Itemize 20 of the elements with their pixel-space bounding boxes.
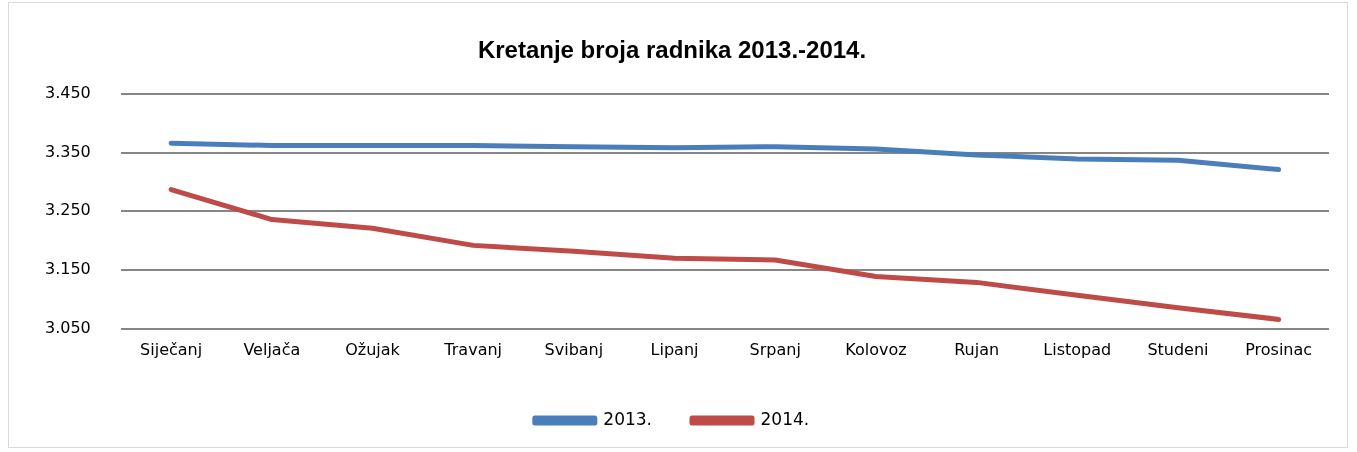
y-tick-label: 3.050 [44,317,91,337]
x-tick-label: Lipanj [650,339,699,359]
x-tick-label: Srpanj [749,339,801,359]
x-tick-label: Ožujak [345,339,401,359]
x-tick-label: Prosinac [1245,339,1313,359]
x-tick-label: Studeni [1147,339,1209,359]
y-tick-label: 3.150 [44,259,91,279]
x-tick-label: Siječanj [140,339,203,359]
y-tick-label: 3.250 [44,200,91,220]
x-tick-label: Svibanj [544,339,604,359]
y-tick-label: 3.350 [44,141,91,161]
x-tick-label: Kolovoz [845,339,907,359]
x-tick-label: Listopad [1043,339,1112,359]
legend-label: 2013. [603,408,652,429]
legend-label: 2014. [760,408,810,429]
chart-title: Kretanje broja radnika 2013.-2014. [477,36,867,64]
x-tick-label: Veljača [243,339,301,359]
x-tick-label: Rujan [954,339,1000,359]
x-tick-label: Travanj [443,339,503,359]
y-tick-label: 3.450 [44,82,91,102]
